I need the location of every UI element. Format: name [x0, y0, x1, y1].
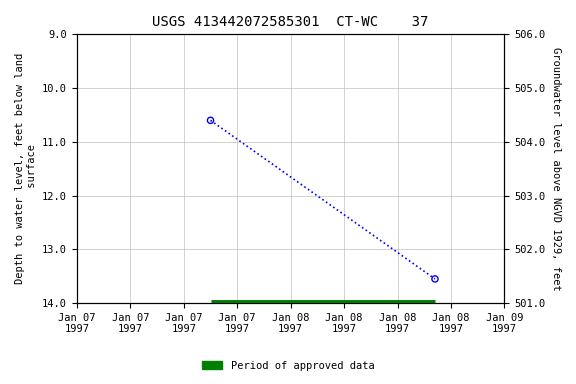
- Y-axis label: Groundwater level above NGVD 1929, feet: Groundwater level above NGVD 1929, feet: [551, 47, 561, 291]
- Point: [206, 117, 215, 123]
- Point: [430, 276, 439, 282]
- Title: USGS 413442072585301  CT-WC    37: USGS 413442072585301 CT-WC 37: [153, 15, 429, 29]
- Legend: Period of approved data: Period of approved data: [198, 357, 378, 375]
- Y-axis label: Depth to water level, feet below land
 surface: Depth to water level, feet below land su…: [15, 53, 37, 284]
